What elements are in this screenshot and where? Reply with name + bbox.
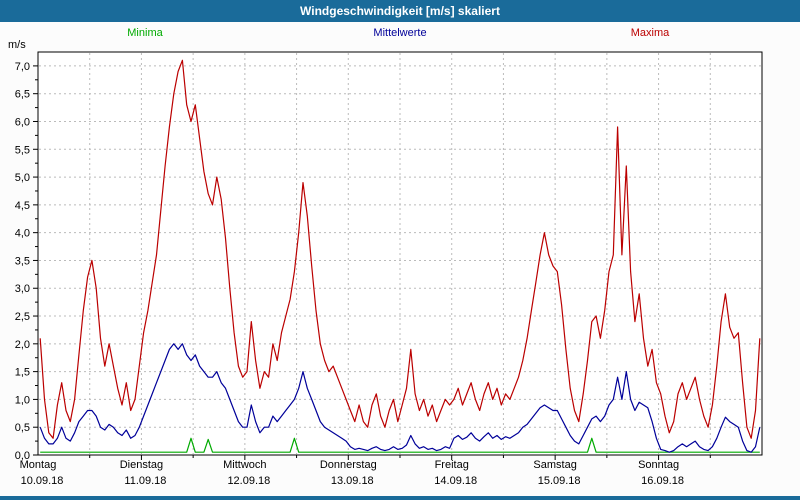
y-axis-tick-label: 3,5: [15, 255, 30, 267]
x-axis-date-label: 16.09.18: [641, 475, 684, 487]
x-axis-date-label: 15.09.18: [538, 475, 581, 487]
y-axis-tick-label: 1,5: [15, 367, 30, 379]
y-axis-tick-label: 0,5: [15, 422, 30, 434]
series-line-mittelwerte: [39, 343, 761, 453]
legend-label-mittelwerte: Mittelwerte: [373, 27, 427, 39]
x-axis-day-label: Samstag: [533, 459, 576, 471]
x-axis-day-label: Mittwoch: [223, 459, 266, 471]
legend-label-maxima: Maxima: [630, 27, 670, 39]
x-axis-date-label: 10.09.18: [21, 475, 64, 487]
bottom-bar: [0, 496, 800, 500]
legend-label-minima: Minima: [127, 27, 163, 39]
y-axis-tick-label: 7,0: [15, 61, 30, 73]
y-axis-tick-label: 1,0: [15, 394, 30, 406]
x-axis-date-label: 12.09.18: [227, 475, 270, 487]
y-axis-tick-label: 2,0: [15, 339, 30, 351]
y-axis-unit-label: m/s: [8, 39, 26, 51]
x-axis-day-label: Sonntag: [638, 459, 679, 471]
plot-border: [37, 51, 763, 456]
x-axis-date-label: 11.09.18: [124, 475, 166, 487]
y-axis-tick-label: 6,5: [15, 89, 30, 101]
series-line-minima: [40, 437, 760, 453]
x-axis-day-label: Dienstag: [120, 459, 163, 471]
y-axis-tick-label: 5,0: [15, 172, 30, 184]
x-axis-day-label: Freitag: [435, 459, 469, 471]
x-axis-date-label: 13.09.18: [331, 475, 374, 487]
y-axis-tick-label: 2,5: [15, 311, 30, 323]
x-axis-day-label: Montag: [20, 459, 57, 471]
y-axis-tick-label: 5,5: [15, 144, 30, 156]
wind-speed-chart: 0,0 0,5 1,0 1,5 2,0 2,5 3,0 3,5 4,0 4,5 5,0 5,5 6,0 6…: [15, 51, 763, 487]
y-axis-tick-label: 4,5: [15, 200, 30, 212]
y-axis-tick-label: 3,0: [15, 283, 30, 295]
x-axis-date-label: 14.09.18: [434, 475, 477, 487]
title-bar: Windgeschwindigkeit [m/s] skaliert: [0, 0, 800, 22]
series-line-maxima: [39, 59, 761, 439]
window-title: Windgeschwindigkeit [m/s] skaliert: [300, 4, 500, 18]
y-axis-tick-label: 0,0: [15, 450, 30, 462]
y-axis-tick-label: 6,0: [15, 116, 30, 128]
chart-area: Minima Mittelwerte Maxima m/s 0,0 0,5 1,0 1…: [0, 22, 800, 496]
x-axis-day-label: Donnerstag: [320, 459, 377, 471]
y-axis-tick-label: 4,0: [15, 228, 30, 240]
